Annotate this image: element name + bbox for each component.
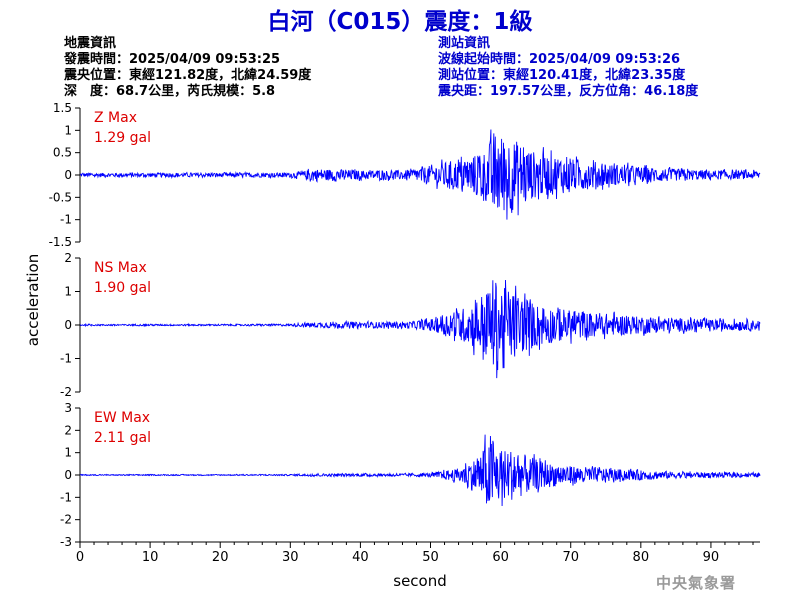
agency-credit: 中央氣象署 — [656, 574, 737, 592]
x-tick-label: 90 — [703, 550, 720, 565]
x-tick-label: 10 — [142, 550, 159, 565]
y-axis-label: acceleration — [24, 254, 42, 346]
z-max-y-tick-label: 0.5 — [53, 146, 72, 160]
x-tick-label: 30 — [282, 550, 299, 565]
ew-max-y-tick-label: 3 — [64, 401, 72, 415]
ew-max-value: 2.11 gal — [94, 430, 151, 446]
earthquake-info: 地震資訊 發震時間：2025/04/09 09:53:25 震央位置：東經121… — [64, 36, 311, 100]
ew-max-trace-line — [79, 434, 761, 506]
ns-max-y-tick-label: -1 — [60, 352, 72, 366]
station-info: 測站資訊 波線起始時間：2025/04/09 09:53:26 測站位置：東經1… — [438, 36, 698, 100]
ew-max-y-tick-label: 1 — [64, 446, 72, 460]
z-max-y-tick-label: -1 — [60, 213, 72, 227]
z-max-y-tick-label: -1.5 — [49, 235, 72, 249]
station-info-heading: 測站資訊 — [438, 36, 491, 51]
z-max-label: Z Max — [94, 110, 137, 126]
z-max-y-tick-label: 1 — [64, 123, 72, 137]
depth-magnitude: 深 度：68.7公里，芮氏規模：5.8 — [64, 84, 276, 99]
ns-max-y-tick-label: 2 — [64, 251, 72, 265]
wave-start-time: 波線起始時間：2025/04/09 09:53:26 — [438, 52, 681, 67]
epicenter-location: 震央位置：東經121.82度，北緯24.59度 — [64, 68, 312, 83]
x-tick-label: 80 — [633, 550, 650, 565]
z-max-y-tick-label: -0.5 — [49, 190, 72, 204]
ns-max-y-tick-label: 0 — [64, 318, 72, 332]
x-tick-label: 40 — [352, 550, 369, 565]
ns-max-y-tick-label: 1 — [64, 285, 72, 299]
x-tick-label: 70 — [562, 550, 579, 565]
z-max-y-tick-label: 1.5 — [53, 101, 72, 115]
ns-max-label: NS Max — [94, 260, 147, 276]
x-axis-label: second — [393, 572, 447, 590]
ns-max-trace-line — [79, 279, 761, 379]
ew-max-y-tick-label: 0 — [64, 468, 72, 482]
chart-title: 白河（C015）震度：1級 — [267, 9, 533, 35]
ew-max-label: EW Max — [94, 410, 150, 426]
x-tick-label: 60 — [492, 550, 509, 565]
x-tick-label: 50 — [422, 550, 439, 565]
ew-max-y-tick-label: 2 — [64, 423, 72, 437]
z-max-trace-line — [79, 129, 761, 220]
x-tick-label: 20 — [212, 550, 229, 565]
ns-max-y-tick-label: -2 — [60, 385, 72, 399]
z-max-value: 1.29 gal — [94, 130, 151, 146]
origin-time: 發震時間：2025/04/09 09:53:25 — [64, 52, 281, 67]
earthquake-info-heading: 地震資訊 — [64, 36, 117, 51]
station-location: 測站位置：東經120.41度，北緯23.35度 — [438, 68, 686, 83]
ew-max-y-tick-label: -1 — [60, 490, 72, 504]
ew-max-y-tick-label: -3 — [60, 535, 72, 549]
z-max-y-tick-label: 0 — [64, 168, 72, 182]
ns-max-value: 1.90 gal — [94, 280, 151, 296]
ew-max-y-tick-label: -2 — [60, 513, 72, 527]
epicentral-distance: 震央距：197.57公里，反方位角：46.18度 — [438, 84, 699, 99]
x-tick-label: 0 — [76, 550, 84, 565]
